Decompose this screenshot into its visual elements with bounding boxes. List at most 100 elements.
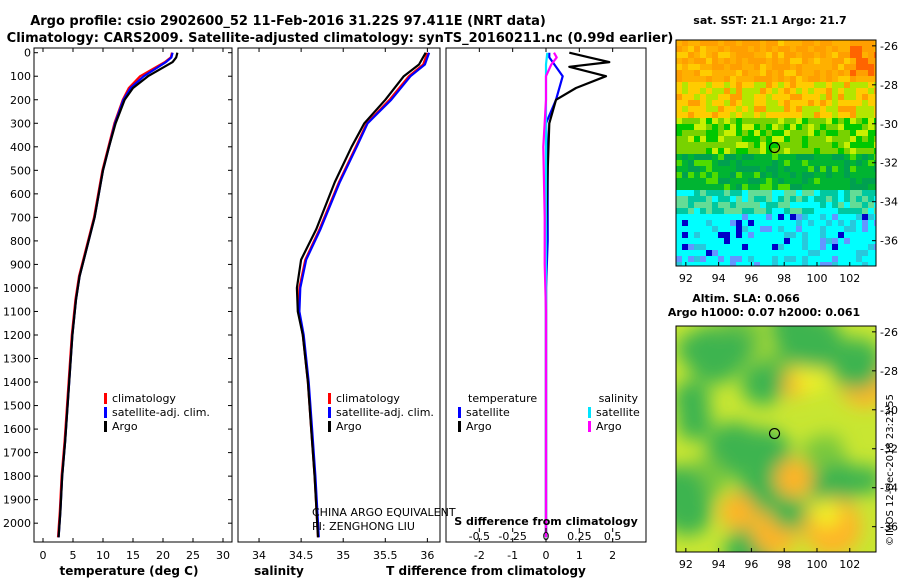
depth-tick-label: 800 xyxy=(10,235,31,248)
sst_map-profile-marker xyxy=(768,141,781,154)
temperature-frame xyxy=(33,47,233,543)
depth-tick-label: 900 xyxy=(10,258,31,271)
sla_map-field xyxy=(676,326,876,552)
depth-tick-label: 1100 xyxy=(3,305,31,318)
temperature-panel: 0100200300400500600700800900100011001200… xyxy=(3,47,233,578)
difference-x2label: S difference from climatology xyxy=(454,515,638,528)
depth-tick-label: 400 xyxy=(10,141,31,154)
sst_map-ytick-label: -26 xyxy=(880,40,898,53)
sla_map-profile-marker xyxy=(768,427,781,440)
depth-tick-label: 600 xyxy=(10,188,31,201)
depth-tick-label: 500 xyxy=(10,164,31,177)
depth-tick-label: 1000 xyxy=(3,282,31,295)
sla_map-ytick-label: -32 xyxy=(880,443,898,456)
depth-tick-label: 2000 xyxy=(3,517,31,530)
sla-map-title-2: Argo h1000: 0.07 h2000: 0.061 xyxy=(668,306,860,319)
title-line-2: Climatology: CARS2009. Satellite-adjuste… xyxy=(7,31,674,46)
legend-swatch xyxy=(588,421,591,432)
sst_map-xtick-label: 102 xyxy=(839,272,860,285)
difference-x2tick-label: 0.25 xyxy=(567,530,592,543)
difference-x2tick-label: -0.25 xyxy=(498,530,526,543)
sst_map-ytick-label: -28 xyxy=(880,79,898,92)
depth-tick-label: 1900 xyxy=(3,494,31,507)
legend-label-climatology: climatology xyxy=(336,392,400,405)
temperature-series-argo xyxy=(57,52,179,538)
salinity-xtick-label: 34 xyxy=(252,549,266,562)
sst-map-panel: sat. SST: 21.1 Argo: 21.7 92 94 96 98 100 102 -… xyxy=(675,14,898,285)
difference-legend-label-1: Argo xyxy=(466,420,492,433)
legend-swatch xyxy=(328,393,331,404)
sst-map-title: sat. SST: 21.1 Argo: 21.7 xyxy=(693,14,846,27)
sla_map-xtick-label: 94 xyxy=(712,558,726,571)
sla_map-xtick-label: 100 xyxy=(806,558,827,571)
difference-xtick-label: -2 xyxy=(474,549,485,562)
legend-title-temperature: temperature xyxy=(468,392,537,405)
legend-swatch xyxy=(104,421,107,432)
temperature-xtick-label: 5 xyxy=(70,549,77,562)
salinity-xtick-label: 35 xyxy=(336,549,350,562)
legend-label-argo: Argo xyxy=(112,420,138,433)
credit-institution: CHINA ARGO EQUIVALENT xyxy=(312,506,456,519)
legend-swatch xyxy=(458,407,461,418)
sla_map-frame xyxy=(675,325,877,553)
sst_map-ytick-label: -32 xyxy=(880,157,898,170)
depth-tick-label: 700 xyxy=(10,211,31,224)
legend-label-argo: Argo xyxy=(336,420,362,433)
depth-tick-label: 1800 xyxy=(3,470,31,483)
difference-xtick-label: 1 xyxy=(576,549,583,562)
salinity-panel: 34 34.5 35 35.5 36 salinity climatologysatelli… xyxy=(237,47,441,578)
legend-swatch xyxy=(104,407,107,418)
depth-tick-label: 1300 xyxy=(3,353,31,366)
salinity-xlabel: salinity xyxy=(254,564,304,578)
difference-xtick-label: 0 xyxy=(543,549,550,562)
sst_map-frame xyxy=(675,39,877,267)
sla_map-ytick-label: -28 xyxy=(880,365,898,378)
depth-tick-label: 1400 xyxy=(3,376,31,389)
temperature-xtick-label: 25 xyxy=(186,549,200,562)
sst_map-xtick-label: 98 xyxy=(777,272,791,285)
temperature-xlabel: temperature (deg C) xyxy=(60,564,199,578)
salinity-frame xyxy=(237,47,441,543)
sla-map-title-1: Altim. SLA: 0.066 xyxy=(692,292,800,305)
difference-x2tick-label: -0.5 xyxy=(469,530,490,543)
difference-x2tick-label: 0 xyxy=(543,530,550,543)
sst_map-field xyxy=(676,40,876,266)
salinity-series-argo xyxy=(295,52,427,538)
difference-xlabel: T difference from climatology xyxy=(386,564,586,578)
salinity-xtick-label: 35.5 xyxy=(373,549,398,562)
legend-label-satellite: satellite-adj. clim. xyxy=(336,406,434,419)
depth-tick-label: 1600 xyxy=(3,423,31,436)
legend-swatch xyxy=(328,421,331,432)
sst_map-ytick-label: -36 xyxy=(880,235,898,248)
temperature-xtick-label: 20 xyxy=(156,549,170,562)
sla_map-ytick-label: -34 xyxy=(880,482,898,495)
sst_map-xtick-label: 94 xyxy=(712,272,726,285)
difference-series-s-argo xyxy=(542,52,558,538)
sla_map-ytick-label: -26 xyxy=(880,326,898,339)
legend-swatch xyxy=(328,407,331,418)
depth-tick-label: 1700 xyxy=(3,447,31,460)
difference-legend-label-2: satellite xyxy=(596,406,640,419)
difference-xtick-label: -1 xyxy=(507,549,518,562)
sst_map-xtick-label: 92 xyxy=(679,272,693,285)
depth-tick-label: 300 xyxy=(10,117,31,130)
legend-label-satellite: satellite-adj. clim. xyxy=(112,406,210,419)
difference-xtick-label: 2 xyxy=(609,549,616,562)
legend-swatch xyxy=(104,393,107,404)
legend-swatch xyxy=(588,407,591,418)
sla_map-xtick-label: 92 xyxy=(679,558,693,571)
difference-panel: -2 -1 0 1 2 T difference from climatology -0.5… xyxy=(386,47,647,578)
legend-title-salinity: salinity xyxy=(599,392,639,405)
depth-tick-label: 1500 xyxy=(3,400,31,413)
sst_map-xtick-label: 96 xyxy=(744,272,758,285)
sla_map-xtick-label: 98 xyxy=(777,558,791,571)
temperature-xtick-label: 10 xyxy=(96,549,110,562)
depth-tick-label: 1200 xyxy=(3,329,31,342)
difference-x2tick-label: 0.5 xyxy=(604,530,622,543)
depth-tick-label: 100 xyxy=(10,70,31,83)
salinity-xtick-label: 34.5 xyxy=(289,549,314,562)
credit-pi: PI: ZENGHONG LIU xyxy=(312,520,415,533)
sla_map-xtick-label: 102 xyxy=(839,558,860,571)
